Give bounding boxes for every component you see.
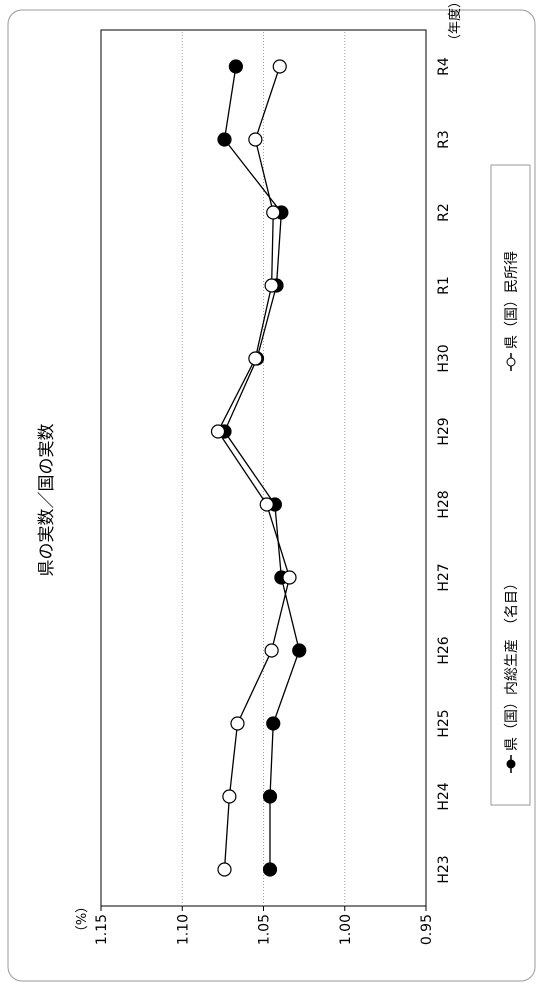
- y-tick-label: 1.00: [338, 914, 354, 945]
- data-point: [262, 789, 278, 804]
- data-point: [217, 862, 232, 877]
- legend-item-gdp: 県（国）内総生産 （名目）: [504, 576, 520, 773]
- data-point: [222, 789, 237, 804]
- x-tick-label: H30: [436, 344, 452, 372]
- x-axis-unit: （年度）: [447, 0, 463, 47]
- data-point: [266, 716, 281, 731]
- x-tick-label: R1: [436, 276, 452, 295]
- y-axis-ticks: 0.95 1.00 1.05 1.10 1.15: [94, 906, 435, 945]
- x-tick-label: H29: [436, 417, 452, 445]
- data-point: [228, 59, 243, 74]
- legend-label-gdp: 県（国）内総生産 （名目）: [504, 576, 520, 751]
- gridlines: [181, 30, 346, 906]
- x-tick-label: R3: [436, 130, 452, 149]
- x-tick-label: H25: [436, 709, 452, 737]
- data-point: [272, 59, 287, 74]
- series-2: [210, 59, 297, 877]
- data-point: [248, 132, 263, 147]
- y-tick-label: 0.95: [419, 914, 435, 945]
- legend-marker-income: [506, 357, 516, 367]
- data-point: [266, 205, 281, 220]
- chart-border: [7, 9, 536, 982]
- legend-item-income: 県（国）民所得: [503, 251, 520, 371]
- data-point: [264, 278, 279, 293]
- chart-frame: 県の実数／国の実数 （%） 0.95 1.00 1.05 1.10 1.15 H23 H2…: [4, 0, 539, 1004]
- x-tick-label: R2: [436, 203, 452, 222]
- data-point: [282, 570, 297, 585]
- legend-box: [490, 164, 531, 806]
- legend-marker-gdp: [506, 759, 516, 769]
- x-tick-label: R4: [436, 57, 452, 76]
- x-tick-label: H24: [436, 782, 452, 810]
- data-point: [230, 716, 245, 731]
- series-line: [217, 66, 291, 870]
- data-point: [259, 497, 274, 512]
- series-group: [210, 59, 307, 877]
- legend-label-income: 県（国）民所得: [503, 251, 520, 349]
- data-point: [217, 132, 232, 147]
- line-chart: 県の実数／国の実数 （%） 0.951.001.051.101.15 H23H2…: [7, 0, 536, 982]
- chart-title: 県の実数／国の実数: [37, 424, 57, 577]
- y-tick-label: 1.05: [257, 914, 273, 945]
- series-line: [223, 66, 300, 870]
- y-axis-unit: （%）: [75, 900, 90, 938]
- x-tick-label: H27: [436, 563, 452, 591]
- data-point: [292, 643, 307, 658]
- x-tick-label: H28: [436, 490, 452, 518]
- data-point: [248, 351, 263, 366]
- x-tick-label: H23: [436, 855, 452, 883]
- x-tick-label: H26: [436, 636, 452, 664]
- x-axis-ticks: H23 H24 H25 H26 H27 H28 H29 H30 R1 R2 R3 R4: [436, 57, 452, 884]
- y-tick-label: 1.15: [94, 914, 110, 945]
- y-tick-label: 1.10: [175, 914, 191, 945]
- data-point: [262, 862, 278, 877]
- data-point: [210, 424, 226, 439]
- data-point: [264, 643, 279, 658]
